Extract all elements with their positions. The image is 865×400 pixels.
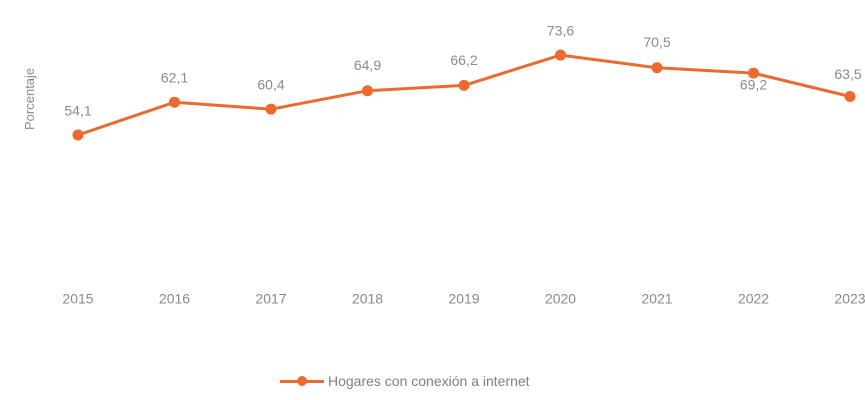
data-point-2017 [265,103,277,115]
data-point-2020 [555,49,566,61]
data-label-2016: 62,1 [161,70,188,86]
x-tick-label-2019: 2019 [448,291,479,307]
data-point-2022 [748,67,759,79]
x-tick-label-2021: 2021 [641,291,672,307]
data-label-2020: 73,6 [547,22,574,38]
data-label-2017: 60,4 [257,77,284,93]
x-tick-label-2020: 2020 [545,291,576,307]
x-tick-label-2015: 2015 [62,291,93,307]
x-tick-label-2023: 2023 [834,291,865,307]
data-label-2018: 64,9 [354,57,381,73]
data-point-2016 [169,96,180,108]
data-label-2015: 54,1 [64,102,91,118]
x-tick-label-2018: 2018 [352,291,383,307]
data-point-2019 [458,79,470,91]
legend: Hogares con conexión a internet [280,368,530,394]
data-label-2021: 70,5 [643,34,670,50]
x-tick-label-2017: 2017 [255,291,286,307]
data-label-2022: 69,2 [740,76,767,92]
x-tick-label-2022: 2022 [738,291,769,307]
legend-marker-icon [280,374,324,388]
x-tick-label-2016: 2016 [159,291,190,307]
data-point-2023 [844,90,856,102]
data-label-2023: 63,5 [834,66,861,82]
data-point-2015 [72,129,84,141]
data-point-2021 [651,62,663,74]
data-label-2019: 66,2 [450,52,477,68]
data-point-2018 [362,85,373,97]
legend-label: Hogares con conexión a internet [328,373,530,389]
